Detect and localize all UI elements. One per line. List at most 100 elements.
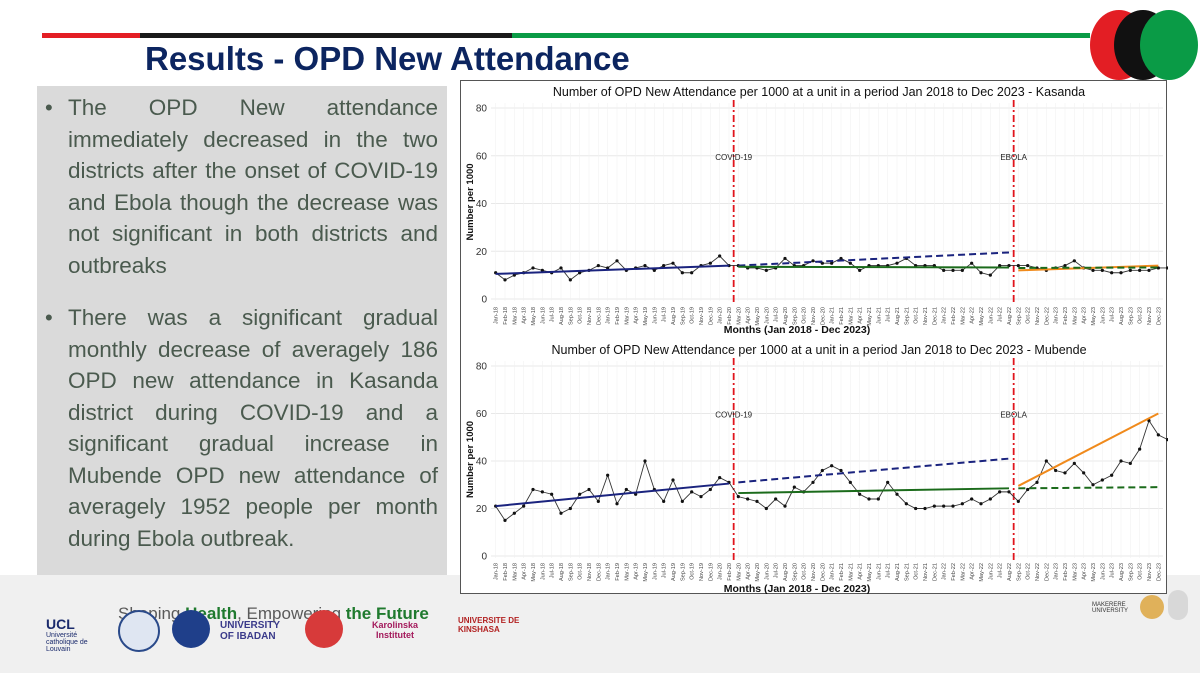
fitted-trend-line xyxy=(495,264,730,275)
x-tick-label: Apr-23 xyxy=(1082,563,1088,580)
observed-point xyxy=(774,497,778,501)
x-tick-label: Aug-21 xyxy=(895,307,901,325)
x-tick-label: Jan-21 xyxy=(830,563,836,580)
x-tick-label: Nov-19 xyxy=(699,563,705,581)
observed-point xyxy=(559,266,563,270)
x-tick-label: Jul-19 xyxy=(662,563,668,578)
x-tick-label: Jan-22 xyxy=(942,307,948,324)
observed-point xyxy=(876,497,880,501)
text-panel: • The OPD New attendance immediately dec… xyxy=(37,86,447,588)
observed-point xyxy=(1016,499,1020,503)
x-tick-label: Feb-22 xyxy=(951,563,957,581)
observed-point xyxy=(764,268,768,272)
x-tick-label: Jan-23 xyxy=(1054,307,1060,324)
ucl-logo-subtext: Université catholique de Louvain xyxy=(46,631,88,653)
x-tick-label: Oct-20 xyxy=(802,307,808,324)
x-tick-label: Apr-19 xyxy=(634,307,640,324)
observed-point xyxy=(1110,473,1114,477)
x-tick-label: Dec-22 xyxy=(1044,563,1050,581)
x-tick-label: Sep-22 xyxy=(1016,307,1022,325)
x-tick-label: Mar-19 xyxy=(624,307,630,325)
x-tick-label: Jul-23 xyxy=(1110,563,1116,578)
x-tick-label: Sep-19 xyxy=(680,307,686,325)
x-tick-label: Dec-19 xyxy=(708,307,714,325)
x-tick-label: Jun-21 xyxy=(876,563,882,580)
x-tick-label: Jan-23 xyxy=(1054,563,1060,580)
x-tick-label: Nov-19 xyxy=(699,307,705,325)
observed-point xyxy=(671,261,675,265)
observed-point xyxy=(662,499,666,503)
accent-bar-red xyxy=(42,33,140,38)
y-tick-label: 20 xyxy=(476,504,488,515)
x-tick-label: Apr-19 xyxy=(634,563,640,580)
x-tick-label: Nov-22 xyxy=(1035,563,1041,581)
observed-point xyxy=(839,468,843,473)
observed-point xyxy=(578,492,582,496)
observed-point xyxy=(839,256,843,261)
x-tick-label: Dec-18 xyxy=(596,563,602,581)
x-tick-label: Feb-21 xyxy=(839,563,845,581)
observed-point xyxy=(942,504,946,508)
x-tick-label: Feb-18 xyxy=(503,563,509,581)
observed-point xyxy=(923,506,927,511)
flag-circle-green xyxy=(1140,10,1198,80)
observed-point xyxy=(1166,438,1168,442)
kinshasa-logo: UNIVERSITE DE KINSHASA xyxy=(458,616,520,634)
x-tick-label: Jun-22 xyxy=(988,563,994,580)
observed-point xyxy=(503,518,507,522)
x-tick-label: Feb-23 xyxy=(1063,307,1069,325)
x-tick-label: Dec-21 xyxy=(932,563,938,581)
observed-point xyxy=(998,490,1002,494)
x-tick-label: May-23 xyxy=(1091,563,1097,582)
observed-point xyxy=(606,266,610,270)
bullet-item: • The OPD New attendance immediately dec… xyxy=(37,92,438,281)
observed-point xyxy=(1091,483,1095,487)
x-tick-label: Jul-23 xyxy=(1110,307,1116,322)
y-axis-label: Number per 1000 xyxy=(465,421,476,498)
fitted-trend-line xyxy=(738,487,1010,495)
x-tick-label: Apr-22 xyxy=(970,563,976,580)
x-tick-label: Dec-20 xyxy=(820,307,826,325)
observed-point xyxy=(1091,268,1095,272)
x-tick-label: Feb-19 xyxy=(615,563,621,581)
observed-point xyxy=(671,478,675,482)
x-tick-label: Aug-19 xyxy=(671,307,677,325)
observed-point xyxy=(1100,268,1104,272)
x-tick-label: Jun-20 xyxy=(764,563,770,580)
x-tick-label: Sep-21 xyxy=(904,563,910,581)
x-axis-label: Months (Jan 2018 - Dec 2023) xyxy=(724,583,870,595)
ibadan-logo: UNIVERSITY OF IBADAN xyxy=(220,620,280,642)
x-tick-label: Jul-20 xyxy=(774,307,780,322)
y-tick-label: 40 xyxy=(476,199,488,210)
observed-point xyxy=(1072,461,1076,465)
observed-point xyxy=(970,261,974,265)
x-tick-label: Sep-22 xyxy=(1016,563,1022,581)
x-tick-label: Aug-22 xyxy=(1007,307,1013,325)
x-tick-label: Aug-18 xyxy=(559,563,565,581)
observed-point xyxy=(1072,259,1076,263)
counterfactual-trend-line xyxy=(738,457,1010,484)
observed-point xyxy=(811,259,815,263)
plot-panel xyxy=(491,361,1163,558)
ucl-logo-text: UCL xyxy=(46,615,75,632)
observed-point xyxy=(960,268,964,272)
observed-point xyxy=(512,273,516,277)
observed-series-line xyxy=(495,419,1168,522)
y-axis-label: Number per 1000 xyxy=(465,163,476,240)
x-tick-label: Mar-22 xyxy=(960,307,966,325)
y-tick-label: 60 xyxy=(476,409,488,420)
x-tick-label: Jul-18 xyxy=(550,307,556,322)
observed-point xyxy=(559,511,563,515)
observed-point xyxy=(895,261,899,265)
observed-point xyxy=(708,487,712,492)
tagline-part: the Future xyxy=(345,604,429,623)
observed-point xyxy=(1147,268,1151,272)
x-tick-label: Sep-18 xyxy=(568,563,574,581)
x-tick-label: Aug-23 xyxy=(1119,563,1125,581)
x-tick-label: May-23 xyxy=(1091,307,1097,326)
observed-point xyxy=(1166,266,1168,270)
x-tick-label: Mar-23 xyxy=(1072,307,1078,325)
ucl-logo: UCL Université catholique de Louvain xyxy=(46,610,102,658)
x-tick-label: Feb-19 xyxy=(615,307,621,325)
y-tick-label: 80 xyxy=(476,104,488,115)
